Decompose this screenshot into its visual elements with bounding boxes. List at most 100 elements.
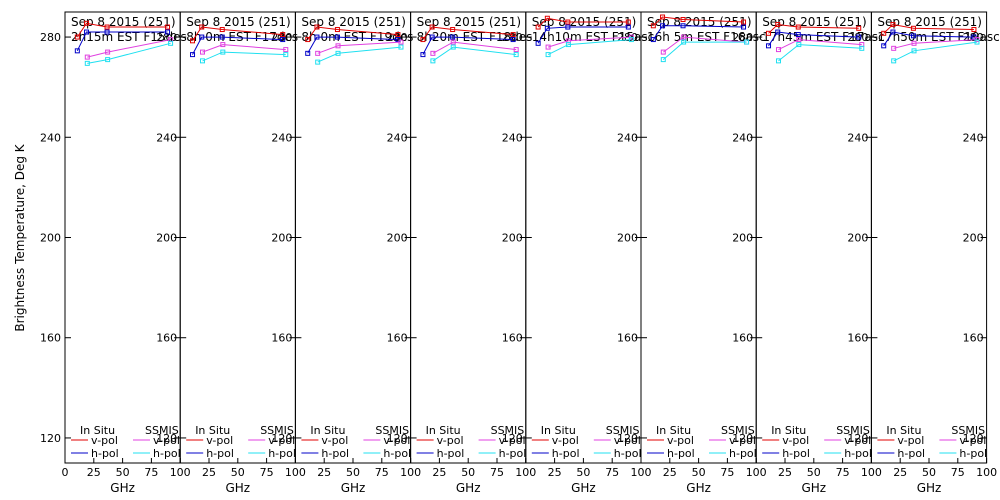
y-tick-label: 120 [963,432,984,445]
panel-title-date: Sep 8 2015 (251) [186,15,291,29]
y-tick-label: 160 [387,332,408,345]
y-tick-label: 240 [963,131,984,144]
y-tick-label: 240 [732,131,753,144]
data-point-insitu_h [395,37,401,43]
data-point-ssmis_h [168,40,174,46]
panel-title-date: Sep 8 2015 (251) [877,15,982,29]
data-point-ssmis_v [450,39,456,45]
x-tick-label: 50 [461,466,475,479]
data-point-ssmis_h [283,52,289,58]
legend-header-insitu: In Situ [886,424,921,437]
data-point-insitu_h [544,25,550,31]
data-point-insitu_h [305,50,311,56]
data-point-ssmis_v [283,47,289,53]
panel-title-date: Sep 8 2015 (251) [417,15,522,29]
y-tick-label-left: 240 [40,131,61,144]
data-point-ssmis_h [628,37,634,43]
data-point-insitu_h [535,40,541,46]
data-point-ssmis_h [859,45,865,51]
data-point-ssmis_v [660,49,666,55]
panel-title-time: 2h15m EST F15des [71,30,187,44]
legend-label-insitu-v-pol: v-pol [437,434,464,447]
data-point-insitu_h [104,29,110,35]
series-line-ssmis_v [317,41,402,54]
data-point-insitu_v [775,22,781,28]
legend-label-insitu-h-pol: h-pol [782,447,810,460]
data-point-insitu_v [510,32,516,38]
x-tick-label: 75 [605,466,619,479]
y-tick-label: 200 [617,232,638,245]
data-point-ssmis_h [315,59,321,65]
series-line-ssmis_h [87,42,171,64]
y-tick-label: 120 [502,432,523,445]
x-axis-label: GHz [686,481,711,495]
series-line-insitu_h [883,31,974,47]
data-point-ssmis_v [398,39,404,45]
y-tick-label: 160 [963,332,984,345]
y-axis-label: Brightness Temperature, Deg K [13,143,27,331]
data-point-ssmis_h [891,58,897,64]
series-line-ssmis_h [317,46,402,63]
data-point-ssmis_h [84,60,90,66]
legend-label-ssmis-h-pol: h-pol [383,447,411,460]
y-tick-label: 200 [502,232,523,245]
legend-header-ssmis: SSMIS [721,424,755,437]
data-point-ssmis_h [513,52,519,58]
chart-panel-5: Sep 8 2015 (251)14h10m EST F15asc1201602… [525,11,654,495]
x-tick-label: 100 [976,466,997,479]
data-point-insitu_v [104,24,110,30]
x-axis-label: GHz [456,481,481,495]
y-tick-label: 120 [847,432,868,445]
data-point-insitu_h [650,37,656,43]
data-point-insitu_v [856,25,862,31]
data-point-ssmis_h [545,52,551,58]
series-line-ssmis_v [547,36,632,48]
y-tick-label: 280 [156,31,177,44]
data-point-insitu_h [190,52,196,58]
legend-label-insitu-h-pol: h-pol [321,447,349,460]
series-line-insitu_h [422,36,514,55]
legend-label-ssmis-v-pol: v-pol [153,434,180,447]
x-tick-label: 25 [548,466,562,479]
y-tick-label: 120 [156,432,177,445]
data-point-insitu_v [219,27,225,33]
data-point-ssmis_v [681,34,687,40]
data-point-insitu_h [680,23,686,29]
x-tick-label: 25 [87,466,101,479]
data-point-ssmis_v [545,44,551,50]
x-tick-label: 75 [720,466,734,479]
legend-label-insitu-v-pol: v-pol [782,434,809,447]
x-axis-label: GHz [917,481,942,495]
legend-header-insitu: In Situ [310,424,345,437]
legend-header-insitu: In Situ [80,424,115,437]
data-point-ssmis_v [891,45,897,51]
data-point-insitu_h [795,32,801,38]
data-point-ssmis_h [911,48,917,54]
x-tick-label: 50 [231,466,245,479]
legend-header-insitu: In Situ [656,424,691,437]
data-point-ssmis_v [315,50,321,56]
data-point-insitu_v [420,37,426,43]
legend-label-ssmis-v-pol: v-pol [844,434,871,447]
data-point-insitu_h [660,23,666,29]
x-tick-label: 75 [951,466,965,479]
data-point-ssmis_v [974,37,980,43]
legend-label-ssmis-v-pol: v-pol [383,434,410,447]
data-point-ssmis_h [335,50,341,56]
y-tick-label: 160 [271,332,292,345]
data-point-insitu_h [219,34,225,40]
chart-panel-2: Sep 8 2015 (251)8h 0m EST F17des12016020… [179,11,306,495]
data-point-insitu_v [660,14,666,20]
data-point-insitu_v [305,37,311,43]
data-point-insitu_v [535,24,541,30]
legend-label-ssmis-h-pol: h-pol [614,447,642,460]
series-line-ssmis_v [432,41,517,54]
data-point-insitu_v [741,19,747,25]
y-tick-label: 240 [156,131,177,144]
data-point-insitu_v [190,38,196,44]
data-point-ssmis_h [220,49,226,55]
